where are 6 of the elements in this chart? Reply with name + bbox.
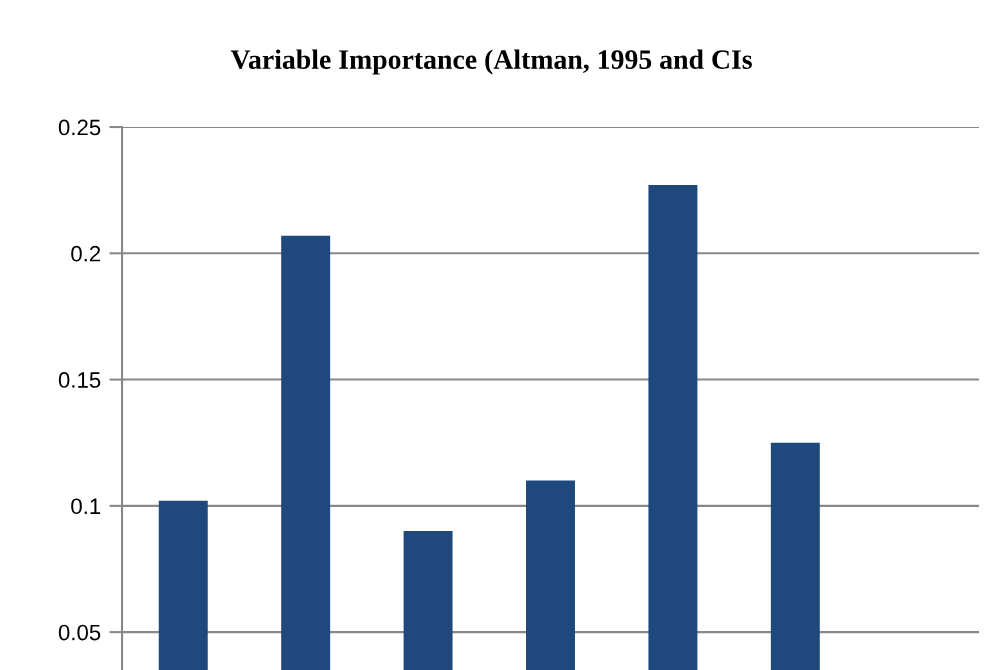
y-tick-label: 0.25 bbox=[58, 119, 101, 136]
y-tick-label: 0.2 bbox=[71, 245, 101, 262]
y-tick-label: 0.1 bbox=[71, 498, 101, 515]
chart-title: Variable Importance (Altman, 1995 and CIs bbox=[230, 49, 752, 75]
y-tick-label: 0.15 bbox=[58, 372, 101, 388]
y-tick-label: 0.05 bbox=[58, 624, 101, 641]
